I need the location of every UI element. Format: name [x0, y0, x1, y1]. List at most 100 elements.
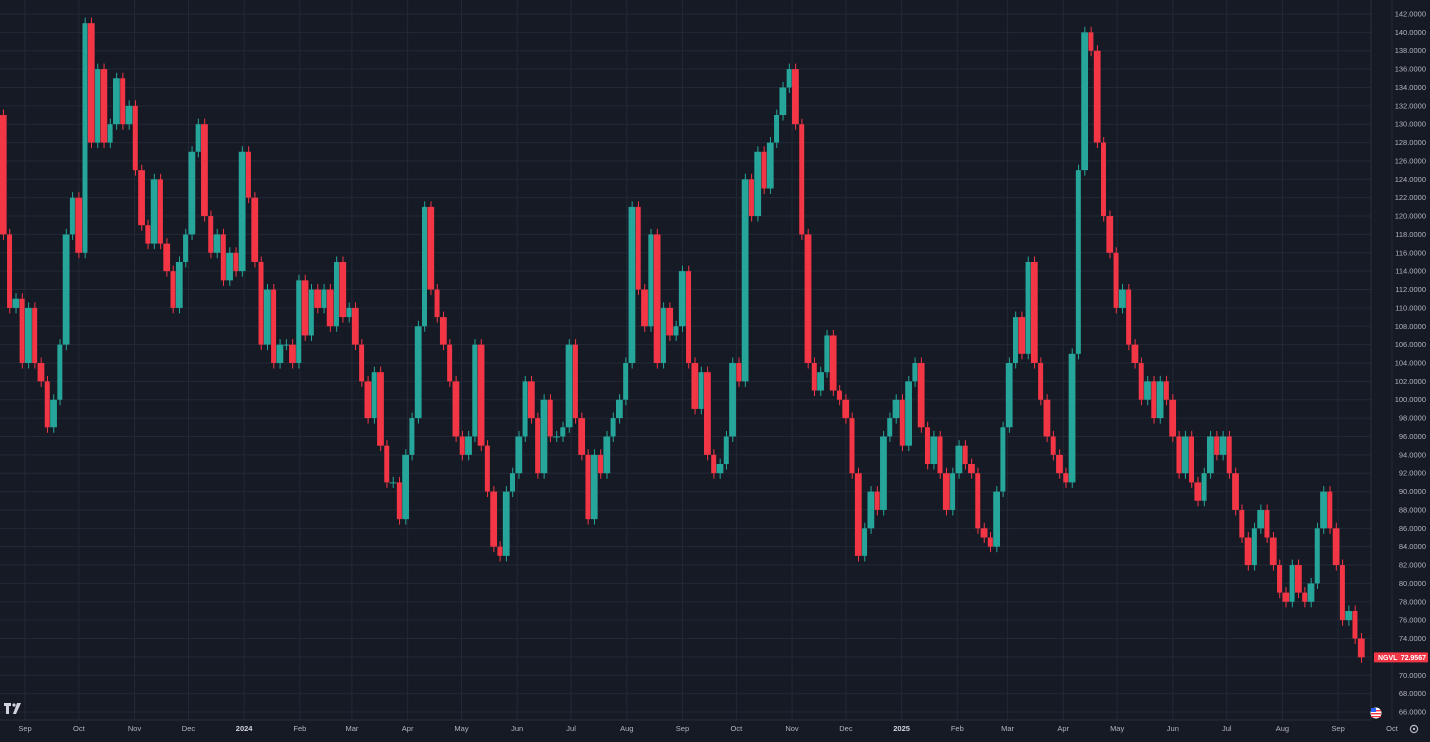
candle-body — [1163, 381, 1169, 400]
candle-body — [1339, 565, 1345, 621]
time-axis[interactable]: Sep Oct Nov Dec 2024 Feb Mar Apr May Jun Jul Aug Sep… — [18, 724, 1398, 733]
candle-body — [163, 243, 171, 272]
candle-body — [271, 289, 277, 363]
candle-body — [849, 418, 855, 474]
candle-body — [691, 363, 699, 409]
y-tick-label: 106.0000 — [1395, 340, 1426, 349]
candle-body — [1289, 565, 1295, 602]
y-tick-label: 70.0000 — [1399, 671, 1426, 680]
y-tick-label: 114.0000 — [1395, 267, 1426, 276]
y-tick-label: 66.0000 — [1399, 708, 1426, 717]
candle-body — [263, 289, 271, 345]
candle-body — [427, 206, 435, 290]
x-tick-label: Jul — [566, 724, 576, 733]
candle-body — [389, 482, 397, 484]
x-tick-label: Sep — [676, 724, 689, 733]
price-axis[interactable]: 142.0000 140.0000 138.0000 136.0000 134.0000… — [1395, 10, 1426, 717]
y-tick-label: 74.0000 — [1399, 634, 1426, 643]
x-tick-label: 2025 — [893, 724, 910, 733]
candle-body — [1302, 592, 1308, 602]
candle-body — [44, 381, 50, 428]
candle-body — [899, 399, 905, 446]
candle-body — [1088, 32, 1094, 51]
y-tick-label: 92.0000 — [1399, 469, 1426, 478]
candle-body — [937, 436, 943, 474]
y-tick-label: 86.0000 — [1399, 524, 1426, 533]
candle-body — [527, 381, 535, 419]
candle-body — [1327, 491, 1333, 529]
y-tick-label: 102.0000 — [1395, 377, 1426, 386]
candle-body — [1320, 491, 1327, 529]
candle-body — [598, 454, 604, 474]
y-tick-label: 80.0000 — [1399, 579, 1426, 588]
candle-body — [1030, 261, 1038, 363]
candle-body — [1201, 473, 1207, 501]
gear-hub — [1412, 727, 1416, 731]
candle-body — [565, 344, 573, 428]
candle-body — [213, 234, 221, 253]
y-tick-label: 142.0000 — [1395, 10, 1426, 19]
candle-body — [641, 289, 648, 327]
candle-body — [842, 399, 850, 419]
y-tick-label: 90.0000 — [1399, 487, 1426, 496]
candle-body — [510, 473, 515, 492]
y-tick-label: 78.0000 — [1399, 597, 1426, 606]
y-tick-label: 116.0000 — [1395, 248, 1426, 257]
candle-body — [1005, 363, 1013, 428]
candle-body — [459, 436, 465, 455]
candle-body — [1118, 289, 1126, 308]
candle-body — [333, 261, 339, 327]
x-tick-label: Apr — [402, 724, 414, 733]
candle-body — [1181, 436, 1189, 474]
candle-body — [1214, 436, 1220, 455]
candle-body — [183, 234, 189, 262]
candle-body — [220, 234, 226, 281]
candle-body — [1332, 528, 1340, 566]
candle-body — [653, 234, 661, 363]
last-price-badge: NGVL 72.9567 — [1374, 652, 1428, 663]
candle-body — [1357, 638, 1365, 658]
gear-icon[interactable] — [1409, 724, 1419, 734]
y-tick-label: 84.0000 — [1399, 542, 1426, 551]
candle-body — [824, 335, 830, 373]
candle-body — [414, 326, 422, 419]
candle-body — [590, 454, 598, 520]
y-tick-label: 96.0000 — [1399, 432, 1426, 441]
candle-body — [874, 491, 880, 510]
candle-body — [384, 445, 390, 483]
candle-body — [107, 124, 113, 143]
candle-body — [1239, 509, 1245, 538]
flag-stripe — [1371, 713, 1381, 715]
x-tick-label: Nov — [785, 724, 799, 733]
candle-series — [0, 17, 1365, 663]
y-tick-label: 136.0000 — [1395, 65, 1426, 74]
candle-body — [804, 234, 812, 363]
x-tick-label: Aug — [620, 724, 633, 733]
candle-body — [1063, 473, 1069, 483]
candle-body — [1151, 381, 1157, 419]
candle-body — [1050, 436, 1056, 455]
logo-dot-icon — [12, 703, 16, 707]
last-price-badge-bg — [1374, 652, 1428, 663]
candle-body — [774, 115, 780, 143]
grid-lines — [0, 0, 1393, 720]
us-flag-icon[interactable] — [1370, 707, 1382, 719]
y-tick-label: 134.0000 — [1395, 83, 1426, 92]
candle-body — [1093, 50, 1101, 143]
candle-body — [157, 179, 163, 244]
candle-body — [434, 289, 440, 318]
candle-body — [955, 445, 963, 474]
candle-body — [547, 399, 553, 437]
candle-body — [484, 445, 490, 492]
candle-body — [799, 124, 805, 235]
candle-body — [364, 381, 372, 419]
x-tick-label: Jul — [1222, 724, 1232, 733]
x-tick-label: May — [1110, 724, 1124, 733]
candle-body — [854, 473, 862, 556]
candle-body — [766, 142, 774, 189]
candle-body — [673, 326, 679, 336]
candle-body — [1194, 482, 1202, 501]
tradingview-logo[interactable] — [4, 703, 21, 714]
